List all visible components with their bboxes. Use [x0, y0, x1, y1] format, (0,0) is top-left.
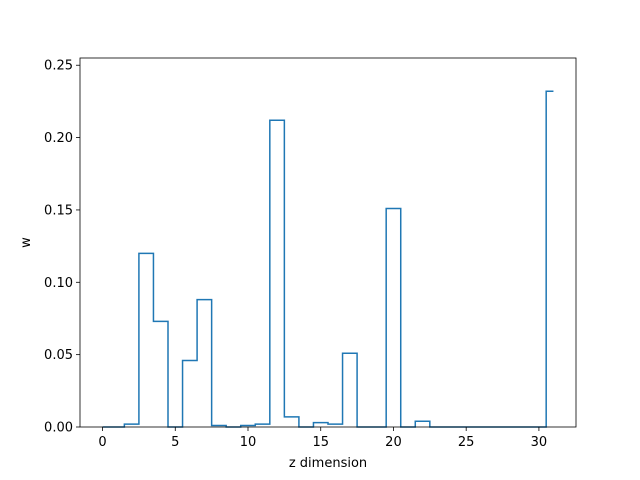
x-tick-label: 25: [458, 435, 475, 450]
x-tick-label: 20: [385, 435, 402, 450]
y-tick-label: 0.25: [44, 59, 73, 74]
data-series-line: [102, 90, 554, 428]
plot-area: [102, 90, 554, 428]
y-tick-label: 0.00: [44, 421, 73, 436]
x-tick-label: 0: [98, 435, 106, 450]
x-axis-ticks: 0 5 10 15 20 25 30: [98, 427, 547, 450]
y-axis-label: w: [19, 237, 34, 248]
x-tick-label: 5: [171, 435, 179, 450]
x-axis-label: z dimension: [289, 456, 367, 471]
y-tick-label: 0.10: [44, 276, 73, 291]
y-tick-label: 0.05: [44, 348, 73, 363]
x-tick-label: 15: [312, 435, 329, 450]
y-tick-label: 0.20: [44, 131, 73, 146]
y-tick-label: 0.15: [44, 203, 73, 218]
x-tick-label: 30: [531, 435, 548, 450]
y-axis-ticks: 0.00 0.05 0.10 0.15 0.20 0.25: [44, 59, 80, 436]
axes-frame: [79, 57, 577, 428]
x-tick-label: 10: [240, 435, 257, 450]
